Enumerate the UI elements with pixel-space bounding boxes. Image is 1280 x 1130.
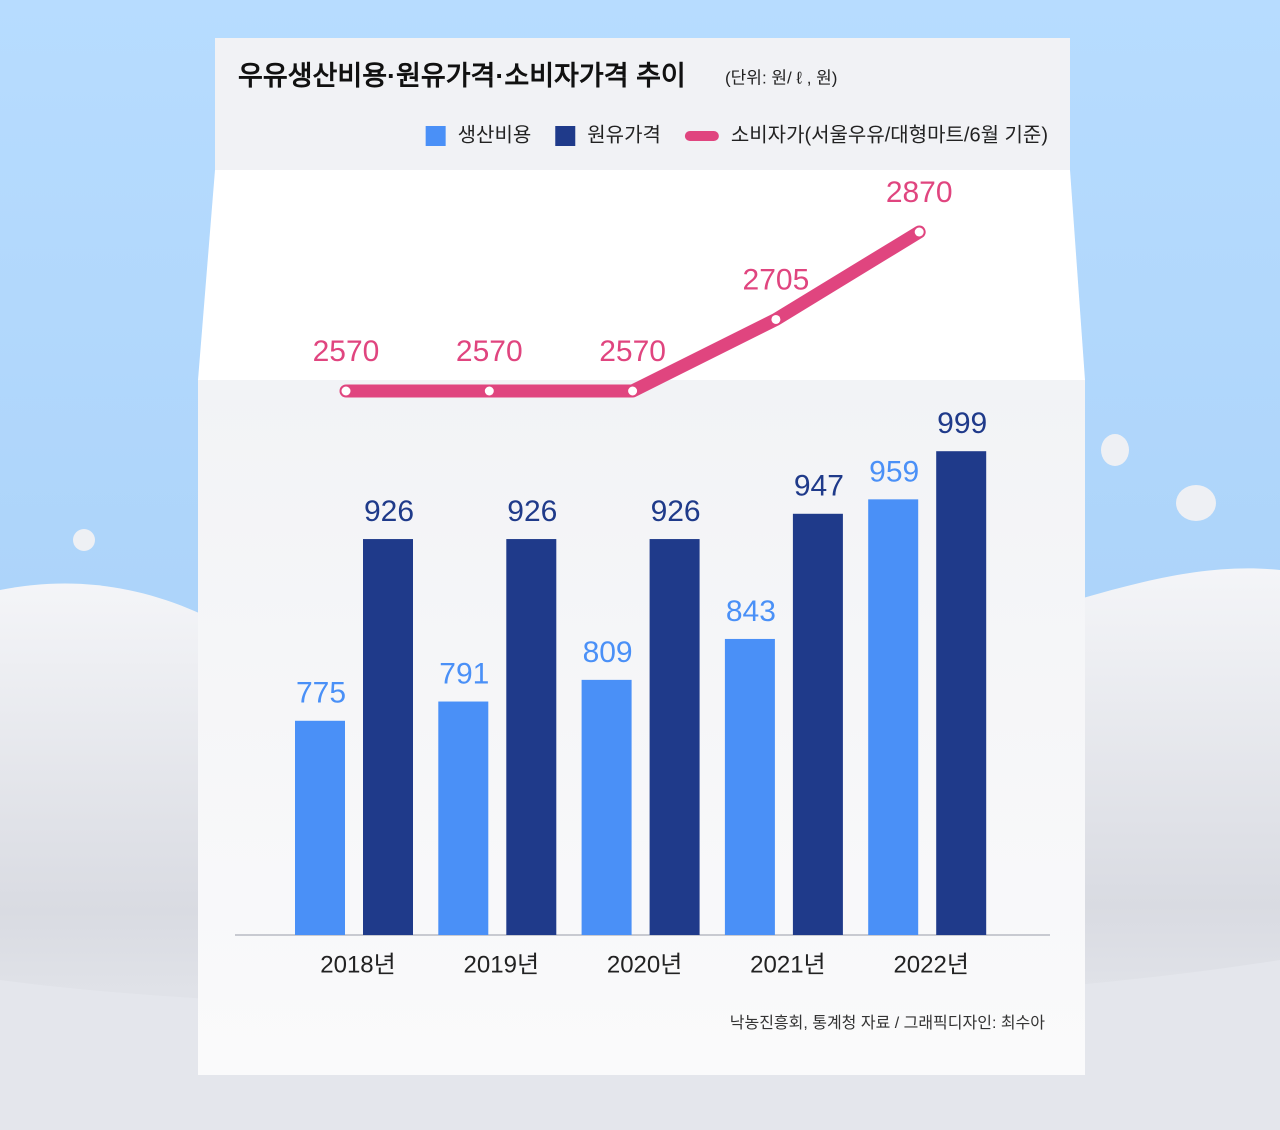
bar <box>581 679 632 935</box>
bar <box>724 638 775 935</box>
data-label: 926 <box>507 495 557 528</box>
milk-drop <box>73 529 95 551</box>
legend-swatch <box>555 126 576 146</box>
source-note: 낙농진흥회, 통계청 자료 / 그래픽디자인: 최수아 <box>730 1014 1046 1032</box>
bar <box>506 539 557 935</box>
bar <box>649 539 700 935</box>
data-label: 926 <box>651 495 701 528</box>
x-tick-label: 2022년 <box>893 951 968 978</box>
data-label: 843 <box>726 595 776 628</box>
data-label: 2570 <box>599 335 666 368</box>
data-label: 926 <box>364 495 414 528</box>
legend-label: 원유가격 <box>587 123 661 146</box>
data-label: 2870 <box>886 176 953 209</box>
data-label: 959 <box>869 455 919 488</box>
legend: 소비자가(서울우유/대형마트/6월 기준) 원유가격 생산비용 <box>425 123 1048 146</box>
legend-label: 소비자가(서울우유/대형마트/6월 기준) <box>731 123 1048 146</box>
data-label: 947 <box>794 470 844 503</box>
line-point <box>341 386 351 396</box>
carton-shoulder <box>198 170 1085 380</box>
chart-title: 우유생산비용·원유가격·소비자가격 추이 <box>238 61 686 91</box>
chart-subtitle: (단위: 원/ ℓ , 원) <box>725 68 837 87</box>
milk-drop <box>1176 485 1216 521</box>
data-label: 791 <box>439 657 489 690</box>
bar <box>792 513 843 935</box>
x-tick-label: 2021년 <box>750 951 825 978</box>
line-point <box>914 227 924 237</box>
x-tick-label: 2020년 <box>607 951 682 978</box>
data-label: 775 <box>296 677 346 710</box>
line-point <box>771 314 781 324</box>
x-tick-label: 2019년 <box>464 951 539 978</box>
legend-swatch <box>684 131 719 141</box>
line-point <box>628 386 638 396</box>
legend-label: 생산비용 <box>458 123 532 146</box>
bar <box>295 720 345 935</box>
carton-top <box>215 38 1070 170</box>
line-point <box>484 386 494 396</box>
data-label: 2570 <box>456 335 523 368</box>
legend-swatch <box>425 126 446 146</box>
bar <box>438 701 489 935</box>
bar <box>363 539 413 935</box>
data-label: 809 <box>583 636 633 669</box>
milk-drop <box>1101 434 1129 466</box>
x-tick-label: 2018년 <box>320 951 395 978</box>
data-label: 2570 <box>313 335 380 368</box>
data-label: 999 <box>937 407 987 440</box>
data-label: 2705 <box>743 263 810 296</box>
bar <box>868 499 919 935</box>
bar <box>936 451 987 935</box>
